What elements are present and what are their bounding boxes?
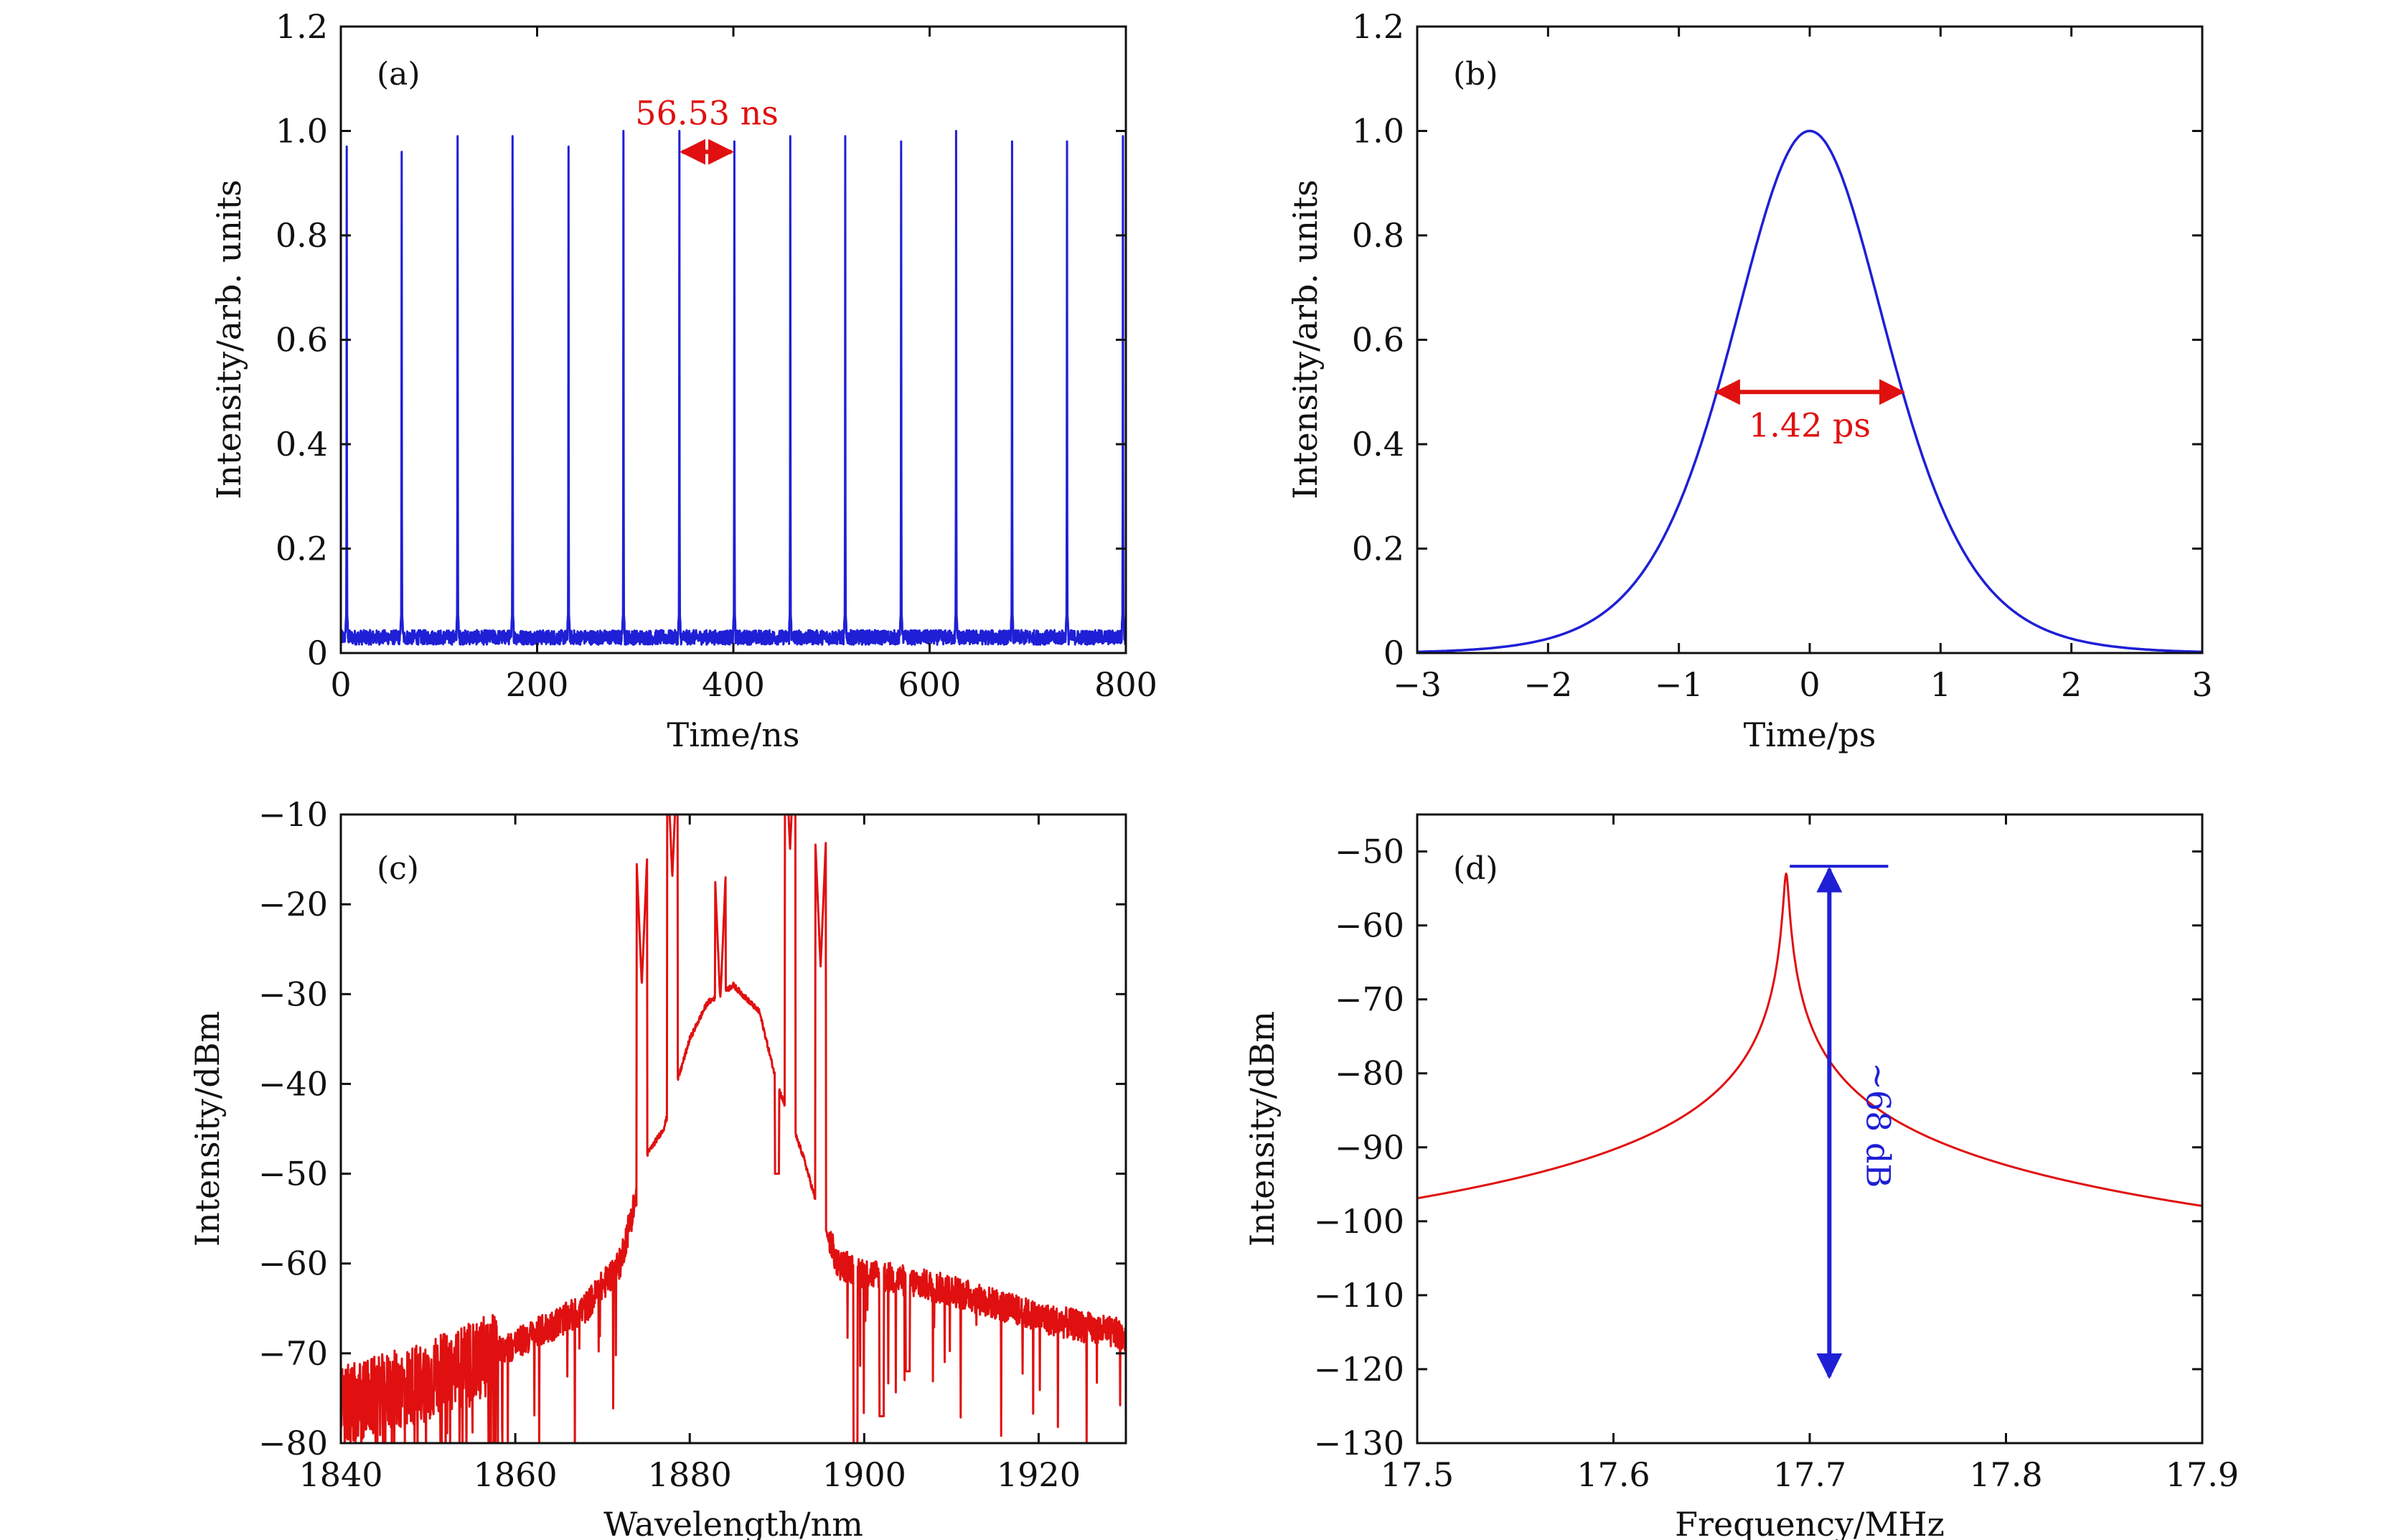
x-axis-label-c: Wavelength/nm (603, 1505, 863, 1540)
y-tick-label-b: 0 (1383, 634, 1404, 672)
y-tick-label-d: −50 (1335, 832, 1404, 871)
y-tick-label-a: 1.2 (276, 7, 328, 46)
panel-a: 0 200 400 600 800 0 0.2 0.4 0.6 0.8 1.0 1.2 (a) Tim… (210, 7, 1157, 754)
y-tick-label-d: −110 (1314, 1276, 1404, 1315)
y-tick-label-a: 0 (307, 634, 328, 672)
x-tick-label-d: 17.8 (1969, 1455, 2042, 1494)
x-tick-label-b: −2 (1523, 665, 1572, 704)
series-line-c (341, 814, 1126, 1443)
x-tick-label-b: 2 (2061, 665, 2082, 704)
x-tick-label-d: 17.9 (2166, 1455, 2239, 1494)
x-tick-label-c: 1920 (997, 1455, 1081, 1494)
panel-label-b: (b) (1453, 56, 1498, 93)
series-c (341, 814, 1126, 1443)
ticks-b: −3 −2 −1 0 1 2 3 0 0.2 0.4 0.6 0.8 1.0 1.2 (1352, 7, 2213, 704)
y-axis-label-c: Intensity/dBm (188, 1011, 227, 1246)
x-tick-label-b: 3 (2191, 665, 2212, 704)
series-line-a (341, 130, 1126, 646)
y-tick-label-c: −50 (258, 1155, 328, 1193)
y-tick-label-a: 0.8 (276, 216, 328, 255)
y-tick-label-c: −20 (258, 885, 328, 924)
x-tick-label-b: −3 (1393, 665, 1442, 704)
series-line-d (1417, 872, 2202, 1207)
y-axis-label-a: Intensity/arb. units (210, 179, 248, 499)
y-tick-label-c: −40 (258, 1064, 328, 1103)
snr-annotation-label: ~68 dB (1859, 1062, 1897, 1188)
y-tick-label-b: 0.6 (1352, 321, 1404, 360)
y-tick-label-b: 0.2 (1352, 530, 1404, 568)
panel-label-c: (c) (377, 850, 419, 887)
series-d (1417, 872, 2202, 1207)
x-tick-label-c: 1860 (474, 1455, 558, 1494)
x-tick-label-d: 17.6 (1577, 1455, 1650, 1494)
plot-frame-c (339, 813, 1127, 1445)
x-axis-label-d: Frequency/MHz (1675, 1505, 1945, 1540)
y-tick-label-b: 1.2 (1352, 7, 1404, 46)
y-tick-label-b: 1.0 (1352, 112, 1404, 151)
y-tick-label-b: 0.8 (1352, 216, 1404, 255)
x-tick-label-a: 0 (330, 665, 351, 704)
y-tick-label-a: 0.6 (276, 321, 328, 360)
y-tick-label-b: 0.4 (1352, 425, 1404, 464)
y-tick-label-c: −10 (258, 795, 328, 834)
ticks-d: 17.5 17.6 17.7 17.8 17.9 −130 −120 −110 −100 −90 −… (1314, 814, 2239, 1494)
x-tick-label-c: 1900 (822, 1455, 906, 1494)
x-tick-label-d: 17.5 (1381, 1455, 1454, 1494)
ticks-c: 1840 1860 1880 1900 1920 −80 −70 −60 −50 −40 −30 −2… (258, 795, 1126, 1494)
x-tick-label-c: 1840 (299, 1455, 382, 1494)
y-tick-label-d: −100 (1314, 1202, 1404, 1241)
x-tick-label-b: 1 (1930, 665, 1951, 704)
plot-frame-b (1416, 25, 2204, 654)
x-tick-label-b: −1 (1655, 665, 1704, 704)
x-tick-label-a: 800 (1094, 665, 1157, 704)
y-tick-label-d: −130 (1314, 1424, 1404, 1462)
y-tick-label-d: −70 (1335, 980, 1404, 1019)
panel-b: −3 −2 −1 0 1 2 3 0 0.2 0.4 0.6 0.8 1.0 1.2 (b) Time/p… (1286, 7, 2213, 754)
y-axis-label-d: Intensity/dBm (1243, 1011, 1282, 1246)
x-tick-label-a: 400 (702, 665, 765, 704)
y-tick-label-a: 0.2 (276, 530, 328, 568)
series-line-b (1417, 129, 2202, 653)
period-annotation-label: 56.53 ns (635, 94, 779, 133)
y-tick-label-d: −60 (1335, 906, 1404, 945)
y-tick-label-d: −90 (1335, 1128, 1404, 1167)
panel-d: 17.5 17.6 17.7 17.8 17.9 −130 −120 −110 −100 −90 −… (1243, 813, 2239, 1540)
x-tick-label-b: 0 (1799, 665, 1820, 704)
y-tick-label-a: 0.4 (276, 425, 328, 464)
x-tick-label-a: 200 (506, 665, 569, 704)
x-tick-label-d: 17.7 (1773, 1455, 1846, 1494)
y-tick-label-c: −30 (258, 975, 328, 1013)
panel-label-d: (d) (1453, 850, 1498, 887)
series-a (341, 130, 1126, 646)
panel-label-a: (a) (377, 56, 420, 93)
ticks-a: 0 200 400 600 800 0 0.2 0.4 0.6 0.8 1.0 1.2 (276, 7, 1157, 704)
x-axis-label-a: Time/ns (667, 715, 800, 754)
y-axis-label-b: Intensity/arb. units (1286, 179, 1325, 499)
y-tick-label-c: −60 (258, 1244, 328, 1283)
x-tick-label-c: 1880 (648, 1455, 732, 1494)
x-axis-label-b: Time/ps (1744, 715, 1876, 754)
x-tick-label-a: 600 (898, 665, 962, 704)
annotation-b: 1.42 ps (1714, 379, 1906, 444)
y-tick-label-a: 1.0 (276, 112, 328, 151)
y-tick-label-c: −70 (258, 1334, 328, 1373)
plot-frame-d (1416, 813, 2204, 1445)
y-tick-label-c: −80 (258, 1424, 328, 1462)
panel-c: 1840 1860 1880 1900 1920 −80 −70 −60 −50 −40 −30 −2… (188, 795, 1127, 1540)
annotation-d: ~68 dB (1790, 865, 1897, 1379)
series-b (1417, 129, 2202, 653)
annotation-a: 56.53 ns (635, 94, 779, 165)
y-tick-label-d: −120 (1314, 1350, 1404, 1389)
fwhm-annotation-label: 1.42 ps (1749, 405, 1871, 444)
y-tick-label-d: −80 (1335, 1054, 1404, 1093)
